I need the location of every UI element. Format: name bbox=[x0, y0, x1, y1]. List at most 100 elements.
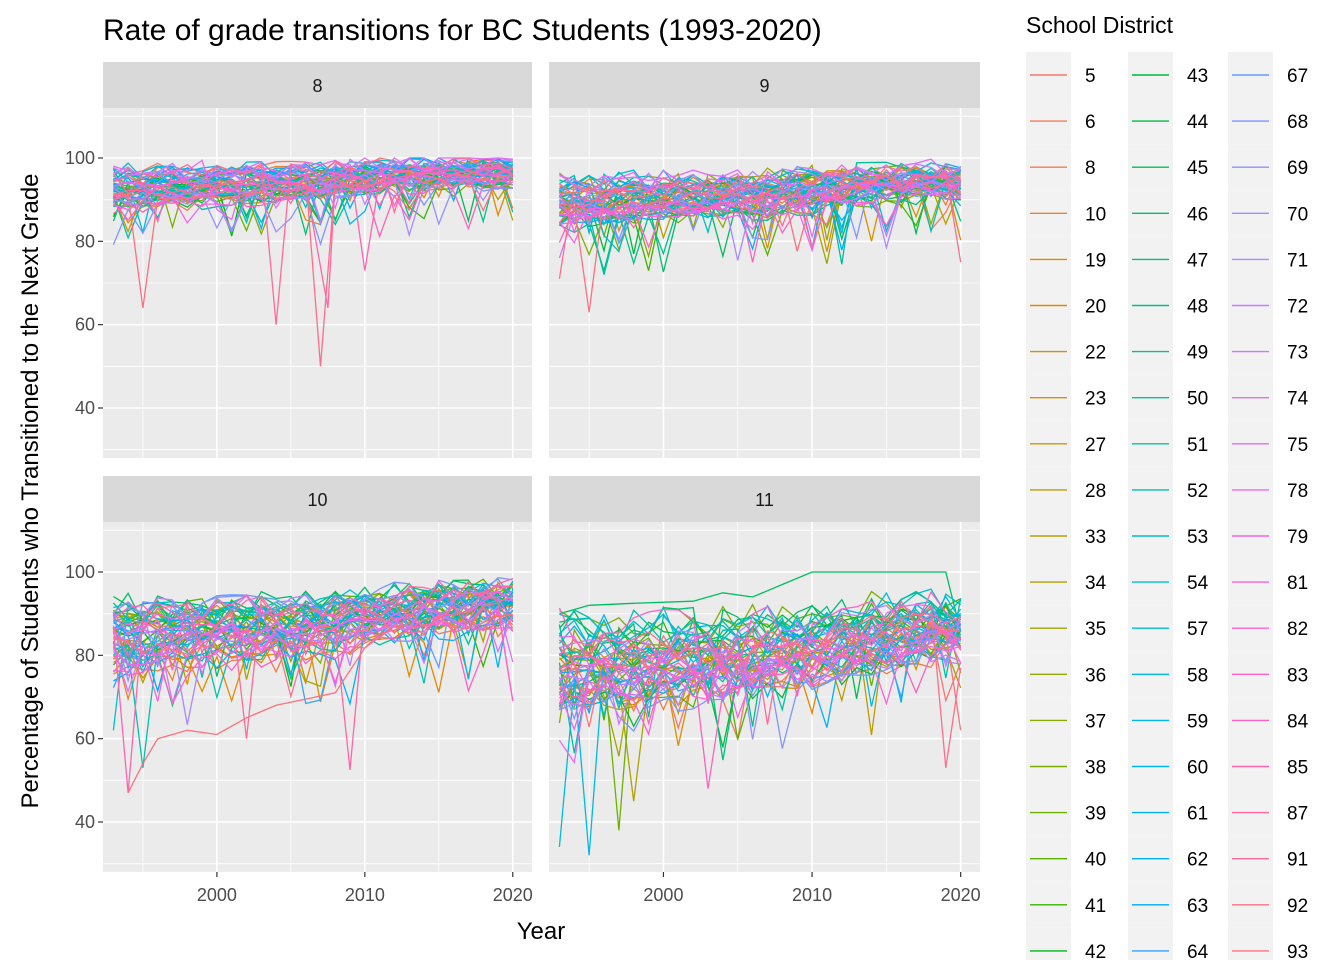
legend-label: 64 bbox=[1187, 942, 1209, 960]
legend-item-93: 93 bbox=[1228, 927, 1308, 960]
series-line-82 bbox=[558, 179, 961, 249]
legend-label: 47 bbox=[1187, 250, 1208, 271]
x-tick-label: 2000 bbox=[643, 885, 683, 905]
legend-label: 33 bbox=[1085, 527, 1106, 548]
legend-label: 84 bbox=[1287, 711, 1309, 732]
legend-item-72: 72 bbox=[1228, 282, 1308, 329]
series-line-78 bbox=[558, 631, 961, 732]
legend-label: 83 bbox=[1287, 665, 1308, 686]
legend-item-33: 33 bbox=[1026, 513, 1106, 559]
legend-item-23: 23 bbox=[1026, 374, 1106, 421]
series-line-69 bbox=[558, 615, 962, 740]
series-line-78 bbox=[559, 182, 961, 253]
x-tick-label: 2020 bbox=[941, 885, 981, 905]
legend-label: 38 bbox=[1085, 758, 1106, 779]
legend-item-8: 8 bbox=[1026, 144, 1096, 191]
legend-label: 10 bbox=[1085, 204, 1106, 225]
legend-item-28: 28 bbox=[1026, 466, 1106, 513]
legend-label: 19 bbox=[1085, 250, 1106, 271]
legend-item-5: 5 bbox=[1026, 52, 1096, 98]
legend-item-91: 91 bbox=[1228, 835, 1308, 882]
series-line-92 bbox=[113, 602, 514, 699]
legend-item-71: 71 bbox=[1228, 236, 1308, 283]
legend-item-78: 78 bbox=[1228, 466, 1308, 513]
legend-item-10: 10 bbox=[1026, 190, 1106, 237]
facet-strip-label: 9 bbox=[759, 76, 769, 96]
legend-label: 60 bbox=[1187, 758, 1208, 779]
legend-label: 45 bbox=[1187, 158, 1208, 179]
panel-grade-10: 10 40 60 80 100 2000 2010 2020 bbox=[65, 476, 533, 905]
facet-strip bbox=[549, 62, 980, 108]
legend-label: 42 bbox=[1085, 942, 1106, 960]
legend-item-82: 82 bbox=[1228, 605, 1308, 652]
series-line-73 bbox=[559, 181, 961, 238]
legend-label: 39 bbox=[1085, 804, 1106, 825]
legend-label: 27 bbox=[1085, 435, 1106, 456]
legend-item-34: 34 bbox=[1026, 559, 1107, 606]
legend-item-63: 63 bbox=[1128, 881, 1208, 928]
legend-item-40: 40 bbox=[1026, 835, 1106, 882]
series-line-91 bbox=[112, 157, 514, 325]
legend-label: 46 bbox=[1187, 204, 1208, 225]
legend-label: 54 bbox=[1187, 573, 1209, 594]
panel-grade-8: 8 40 60 80 100 bbox=[65, 62, 532, 458]
legend-item-49: 49 bbox=[1128, 328, 1208, 375]
y-tick-label: 60 bbox=[75, 315, 95, 335]
legend-label: 74 bbox=[1287, 389, 1309, 410]
panel-grade-9: 9 bbox=[549, 62, 980, 458]
series-line-93 bbox=[559, 173, 962, 313]
legend-label: 93 bbox=[1287, 942, 1308, 960]
facet-strip bbox=[103, 476, 532, 522]
legend-label: 35 bbox=[1085, 619, 1106, 640]
legend-key bbox=[1026, 927, 1071, 960]
legend-label: 8 bbox=[1085, 158, 1096, 179]
series-line-82 bbox=[558, 622, 962, 705]
series-line-67 bbox=[112, 578, 514, 670]
legend-item-50: 50 bbox=[1128, 374, 1208, 421]
legend-label: 81 bbox=[1287, 573, 1308, 594]
series-line-93 bbox=[558, 613, 962, 731]
y-tick-label: 60 bbox=[75, 729, 95, 749]
series-lines bbox=[558, 571, 962, 856]
legend-item-52: 52 bbox=[1128, 466, 1208, 513]
y-tick-label: 80 bbox=[75, 645, 95, 665]
legend-item-20: 20 bbox=[1026, 282, 1106, 329]
series-line-75 bbox=[113, 157, 513, 221]
series-line-87 bbox=[558, 604, 961, 673]
series-line-83 bbox=[112, 608, 514, 706]
series-line-71 bbox=[113, 588, 514, 666]
legend-label: 53 bbox=[1187, 527, 1208, 548]
legend-item-51: 51 bbox=[1128, 420, 1208, 467]
legend-label: 49 bbox=[1187, 343, 1208, 364]
legend-title: School District bbox=[1026, 12, 1174, 38]
legend-item-27: 27 bbox=[1026, 420, 1106, 467]
legend-label: 28 bbox=[1085, 481, 1106, 502]
legend-item-67: 67 bbox=[1228, 52, 1308, 98]
series-line-85 bbox=[112, 585, 513, 793]
series-line-87 bbox=[113, 164, 514, 309]
legend-label: 67 bbox=[1287, 66, 1308, 87]
x-axis-title: Year bbox=[517, 918, 566, 945]
legend-item-22: 22 bbox=[1026, 328, 1106, 375]
legend-item-61: 61 bbox=[1128, 789, 1208, 836]
legend-label: 70 bbox=[1287, 204, 1308, 225]
legend-label: 57 bbox=[1187, 619, 1208, 640]
series-line-71 bbox=[559, 604, 962, 699]
legend-label: 79 bbox=[1287, 527, 1308, 548]
series-line-67 bbox=[559, 633, 962, 712]
legend-label: 34 bbox=[1085, 573, 1107, 594]
series-line-5 bbox=[559, 628, 962, 731]
legend-label: 75 bbox=[1287, 435, 1308, 456]
legend-label: 44 bbox=[1187, 112, 1209, 133]
legend-label: 59 bbox=[1187, 711, 1208, 732]
facet-strip bbox=[103, 62, 532, 108]
series-line-73 bbox=[559, 618, 962, 697]
series-line-84 bbox=[113, 577, 514, 671]
legend-item-47: 47 bbox=[1128, 236, 1208, 283]
series-line-45 bbox=[559, 571, 962, 632]
legend-item-58: 58 bbox=[1128, 651, 1208, 698]
legend-item-81: 81 bbox=[1228, 559, 1308, 606]
series-line-82 bbox=[112, 606, 514, 702]
y-axis-title: Percentage of Students who Transitioned … bbox=[17, 173, 44, 808]
